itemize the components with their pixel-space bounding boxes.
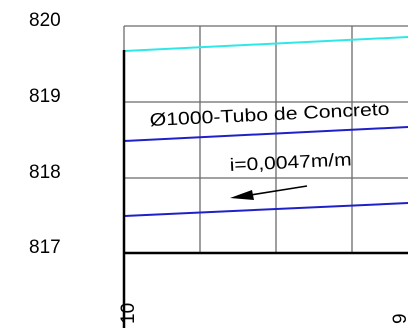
pipe-invert-line xyxy=(123,202,408,217)
grid xyxy=(123,25,408,253)
elevation-label-820: 820 xyxy=(29,10,61,31)
surface-line xyxy=(123,36,408,52)
elevation-label-818: 818 xyxy=(29,162,61,183)
flow-direction-arrow-icon xyxy=(230,185,308,200)
elevation-label-817: 817 xyxy=(29,237,61,258)
pipe-crown-line xyxy=(123,126,408,142)
station-label-10: 10 xyxy=(118,303,139,324)
pipe-description-label: Ø1000-Tubo de Concreto xyxy=(149,99,390,130)
pipe-slope-label: i=0,0047m/m xyxy=(229,149,352,175)
station-label-9: 9 xyxy=(390,313,408,324)
elevation-label-819: 819 xyxy=(29,86,61,107)
